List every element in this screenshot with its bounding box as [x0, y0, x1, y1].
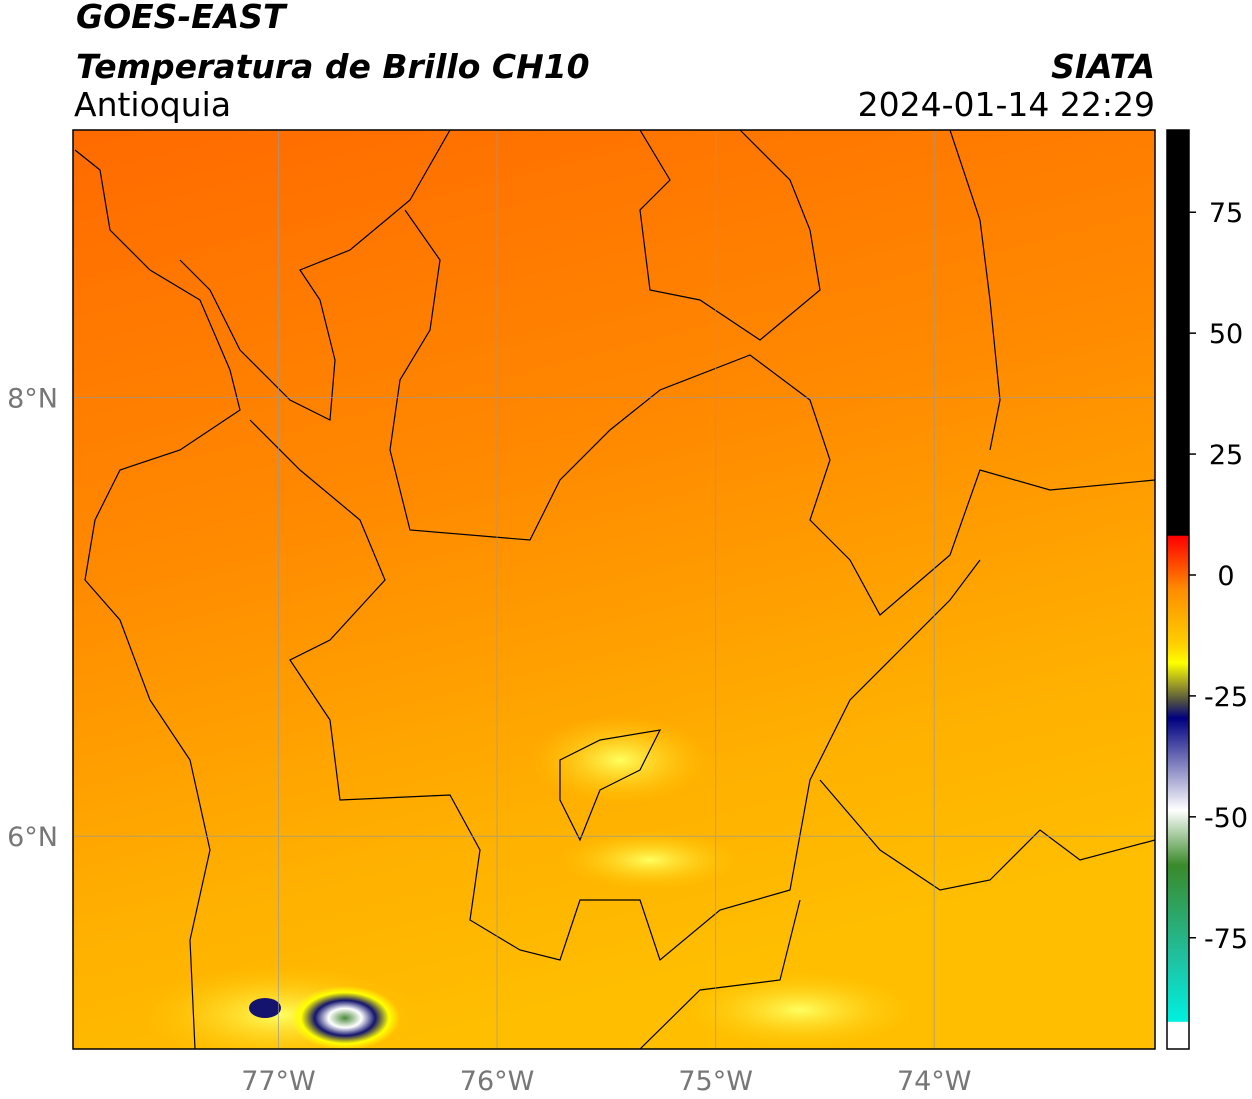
colorbar-tick-label: -50 [1204, 803, 1248, 834]
grid [73, 130, 1155, 1049]
map-frame [72, 129, 1156, 1050]
coastline [179, 130, 451, 421]
colorbar-tick-label: -25 [1204, 682, 1248, 713]
cloud-field [530, 715, 710, 805]
storm-cell [249, 998, 281, 1018]
colorbar-tick-label: 75 [1209, 198, 1243, 229]
storm-cell [290, 986, 400, 1049]
source: SIATA [1051, 47, 1155, 86]
boundary [559, 729, 662, 842]
boundary [639, 130, 821, 341]
colorbar-tick-label: 50 [1209, 319, 1243, 350]
coastline [74, 149, 241, 1049]
boundary [389, 209, 1155, 616]
region: Antioquia [74, 85, 231, 124]
subtitle: Temperatura de Brillo CH10 [76, 47, 590, 86]
x-tick-label: 77°W [241, 1066, 316, 1097]
cloud-field [560, 830, 740, 890]
boundary [249, 419, 981, 962]
title: GOES-EAST [76, 0, 288, 36]
map-area [73, 130, 1155, 1049]
boundary [639, 899, 801, 1049]
x-tick-label: 75°W [678, 1066, 753, 1097]
x-tick-label: 76°W [460, 1066, 535, 1097]
colorbar-tick-label: 25 [1209, 440, 1243, 471]
colorbar [1166, 129, 1190, 1050]
boundary [819, 779, 1155, 891]
colorbar-tick-label: -75 [1204, 924, 1248, 955]
y-tick-label: 8°N [7, 384, 58, 415]
cloud-field [680, 970, 920, 1049]
colorbar-tick-label: 0 [1217, 561, 1234, 592]
boundary [949, 130, 1001, 451]
background-field [73, 130, 1155, 1049]
x-tick-label: 74°W [897, 1066, 972, 1097]
y-tick-label: 6°N [7, 822, 58, 853]
datetime: 2024-01-14 22:29 [858, 85, 1155, 124]
